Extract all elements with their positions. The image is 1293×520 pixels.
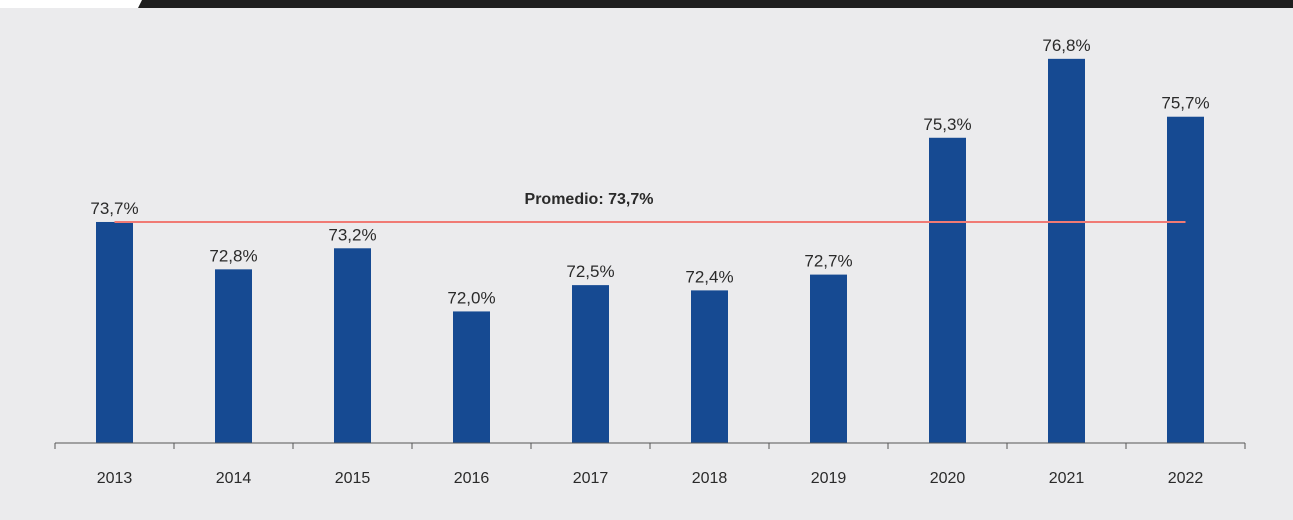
x-tick-label-2018: 2018: [692, 470, 728, 487]
data-label-2017: 72,5%: [566, 262, 614, 281]
data-label-2018: 72,4%: [685, 267, 733, 286]
data-label-2015: 73,2%: [328, 225, 376, 244]
x-tick-label-2020: 2020: [930, 470, 966, 487]
bar-2017: [572, 285, 609, 443]
x-tick-label-2015: 2015: [335, 470, 371, 487]
x-tick-label-2019: 2019: [811, 470, 847, 487]
data-label-2020: 75,3%: [923, 115, 971, 134]
bar-2020: [929, 137, 966, 443]
top-bar: [0, 0, 1293, 8]
average-label: Promedio: 73,7%: [525, 191, 654, 208]
data-label-2022: 75,7%: [1161, 94, 1209, 113]
bar-2013: [96, 221, 133, 443]
x-tick-label-2017: 2017: [573, 470, 609, 487]
data-label-2016: 72,0%: [447, 288, 495, 307]
data-label-2014: 72,8%: [209, 246, 257, 265]
top-bar-notch: [0, 0, 142, 8]
data-label-2013: 73,7%: [90, 199, 138, 218]
bar-2019: [810, 274, 847, 443]
x-tick-label-2022: 2022: [1168, 470, 1204, 487]
bars: [96, 58, 1204, 444]
x-tick-label-2021: 2021: [1049, 470, 1085, 487]
data-label-2021: 76,8%: [1042, 36, 1090, 55]
average: Promedio: 73,7%: [114, 191, 1186, 223]
bar-2022: [1167, 116, 1204, 443]
bar-2014: [215, 269, 252, 443]
x-tick-label-2014: 2014: [216, 470, 252, 487]
x-tick-label-2016: 2016: [454, 470, 490, 487]
bar-2018: [691, 290, 728, 443]
bar-2015: [334, 248, 371, 443]
data-labels: 73,7% 72,8% 73,2% 72,0% 72,5% 72,4% 72,7% 75,3%…: [90, 36, 1209, 308]
x-axis-ticks: 2013 2014 2015 2016 2017 2018 2019 2020 2021 2022: [54, 443, 1246, 487]
bar-2016: [453, 311, 490, 443]
data-label-2019: 72,7%: [804, 252, 852, 271]
x-tick-label-2013: 2013: [97, 470, 133, 487]
bar-2021: [1048, 58, 1085, 444]
